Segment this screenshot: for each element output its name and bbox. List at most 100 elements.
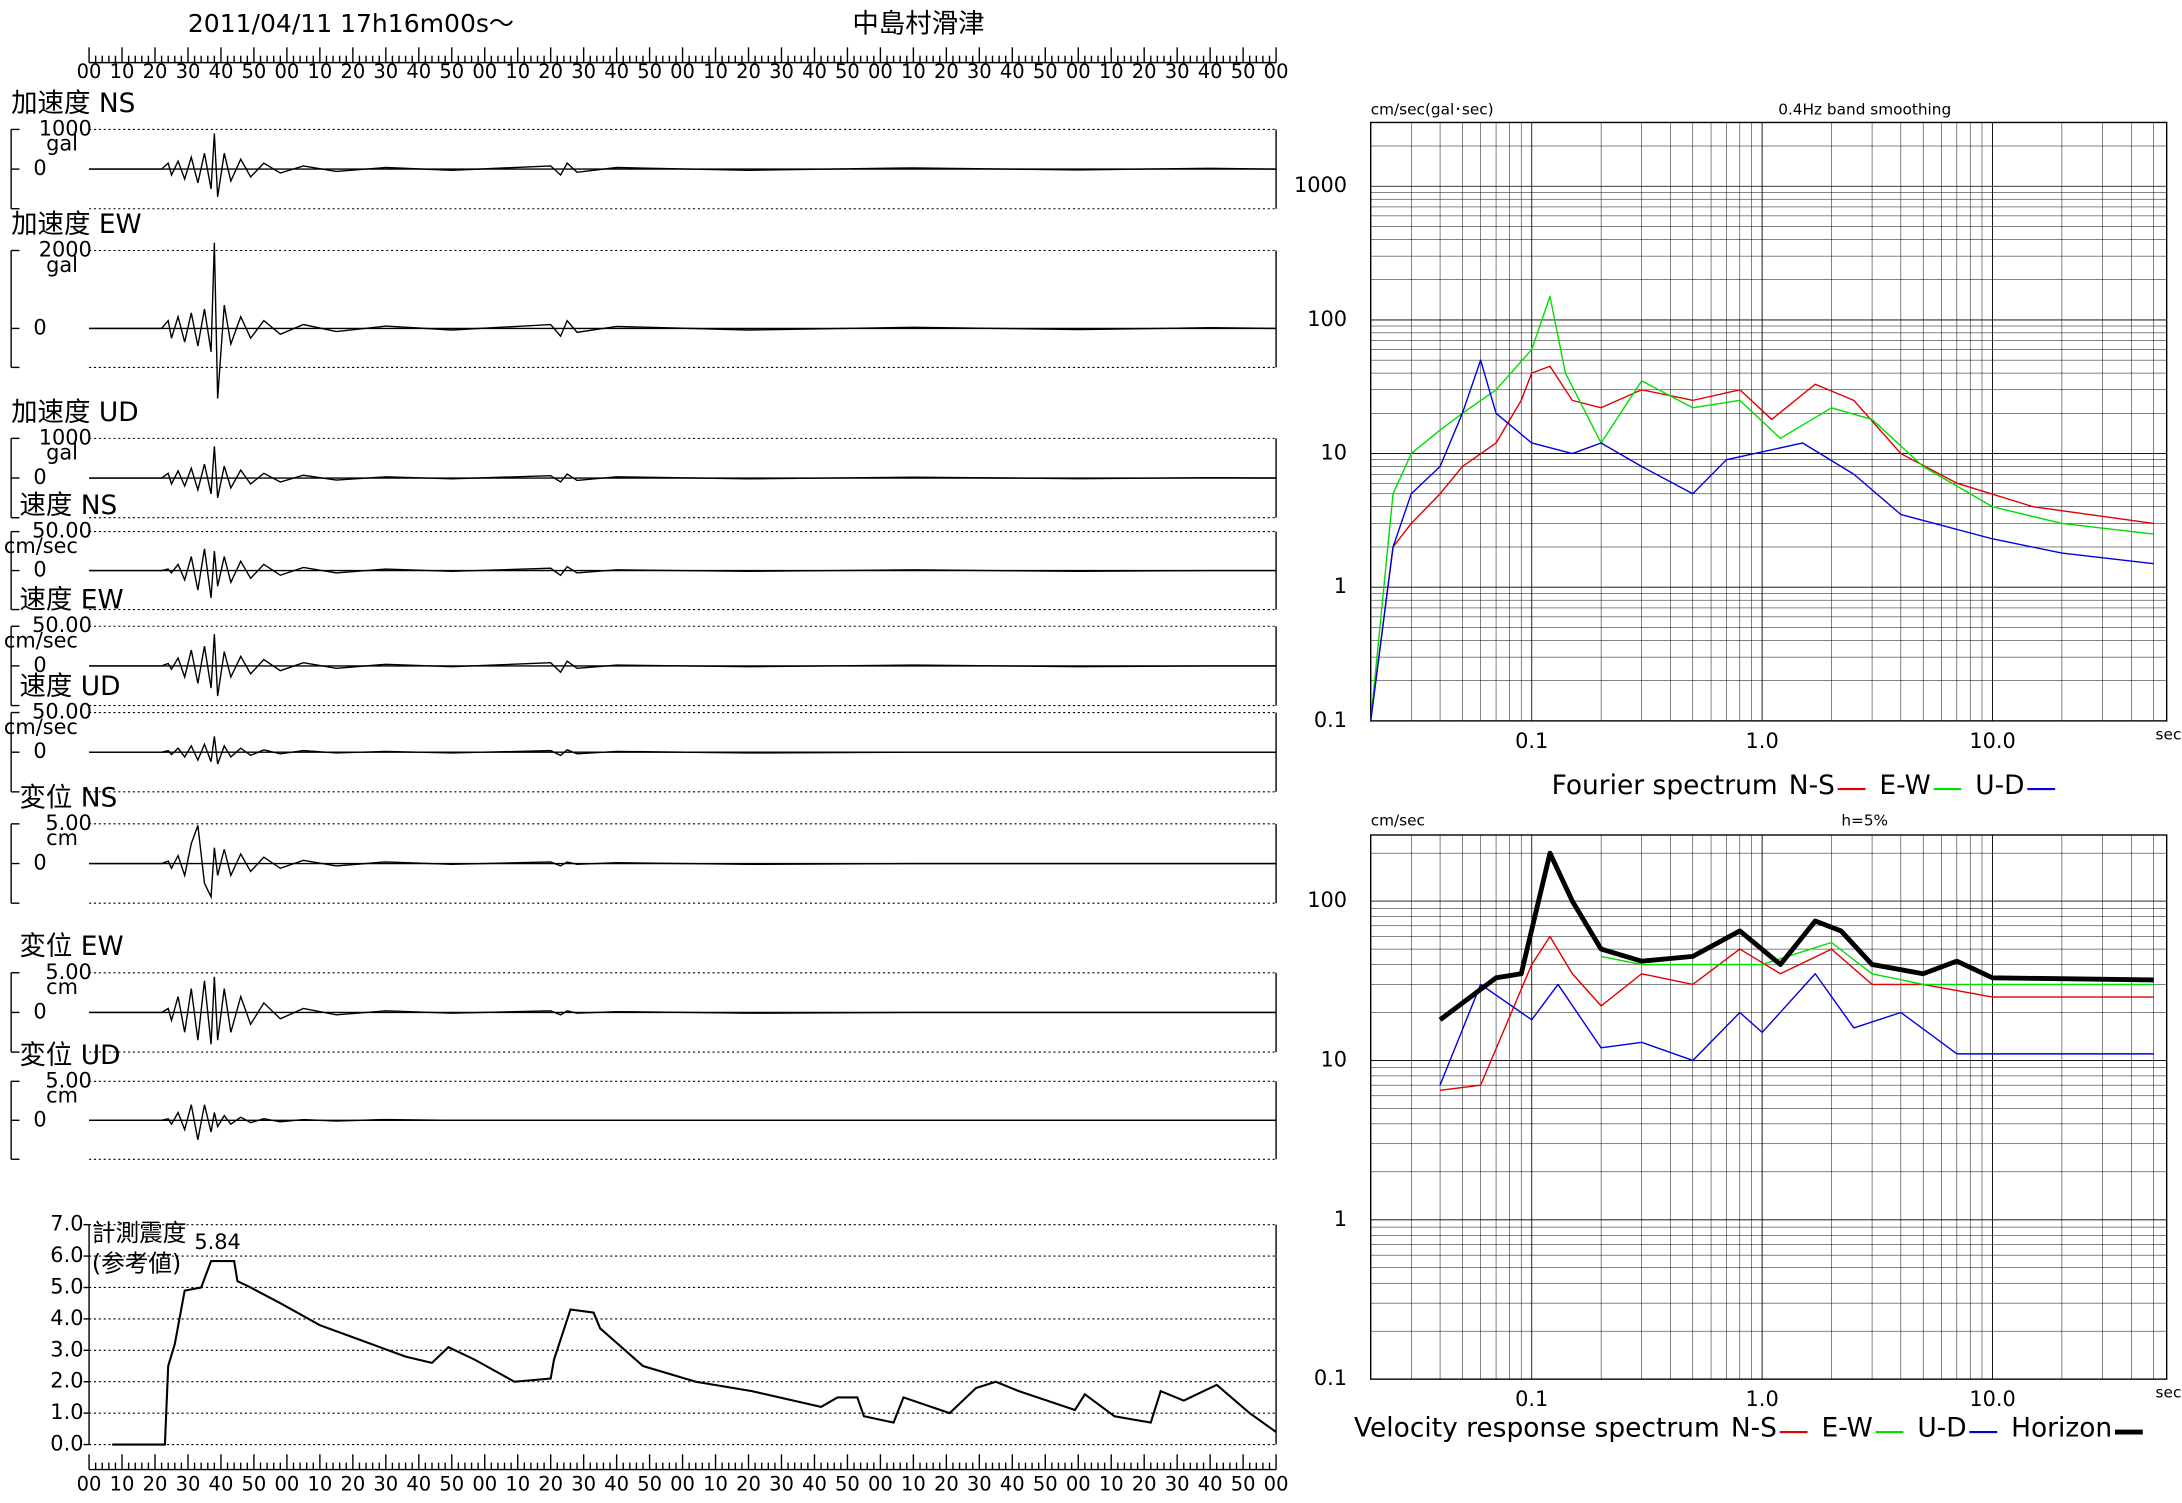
y-tick-label: 0.0 bbox=[50, 1432, 83, 1456]
x-tick-label: 10 bbox=[1099, 60, 1124, 83]
trace-label: 加速度 UD bbox=[11, 397, 138, 428]
waveform bbox=[89, 446, 1277, 499]
y-tick-label: 2.0 bbox=[50, 1369, 83, 1393]
y-tick-label: 2000 bbox=[39, 237, 92, 261]
y-tick-label: 1 bbox=[1334, 1207, 1347, 1231]
x-tick-label: 00 bbox=[77, 60, 102, 83]
x-tick-label: 20 bbox=[340, 60, 365, 83]
x-tick-label: 50 bbox=[1231, 60, 1256, 83]
y-tick-label: 1 bbox=[1334, 574, 1347, 598]
x-tick-label: 50 bbox=[835, 60, 860, 83]
y-tick-label: 1000 bbox=[39, 425, 92, 449]
y-tick-label: 0.1 bbox=[1314, 708, 1347, 732]
x-tick-label: 40 bbox=[209, 60, 234, 83]
y-axis-unit: cm/sec(gal･sec) bbox=[1371, 100, 1494, 118]
trace-label: 速度 EW bbox=[19, 585, 123, 616]
x-tick-label: 30 bbox=[571, 60, 596, 83]
x-tick-label: 10 bbox=[307, 1472, 332, 1495]
y-tick-label: 100 bbox=[1307, 307, 1347, 331]
x-tick-label: 40 bbox=[406, 60, 431, 83]
x-tick-label: 00 bbox=[1264, 60, 1289, 83]
legend-label: U-D bbox=[1917, 1413, 1966, 1444]
x-tick-label: 00 bbox=[670, 60, 695, 83]
spectrum-line bbox=[1370, 365, 2154, 721]
chart-subtitle: 0.4Hz band smoothing bbox=[1778, 100, 1951, 118]
x-tick-label: 10 bbox=[505, 60, 530, 83]
unit-label: gal bbox=[46, 441, 78, 465]
x-tick-label: 00 bbox=[1066, 60, 1091, 83]
x-tick-label: 20 bbox=[934, 60, 959, 83]
y-tick-label: 5.00 bbox=[45, 960, 91, 984]
x-tick-label: 20 bbox=[1132, 1472, 1157, 1495]
unit-label: cm bbox=[46, 826, 78, 850]
y-tick-label: 1000 bbox=[1294, 173, 1347, 197]
y-tick-label: 0 bbox=[33, 739, 46, 763]
x-tick-label: 00 bbox=[1264, 1472, 1289, 1495]
y-tick-label: 0 bbox=[33, 315, 46, 339]
x-tick-label: 20 bbox=[736, 1472, 761, 1495]
x-tick-label: 50 bbox=[242, 1472, 267, 1495]
x-tick-label: 40 bbox=[802, 1472, 827, 1495]
trace-label: 変位 NS bbox=[19, 782, 117, 813]
spectrum-line bbox=[1439, 973, 2154, 1086]
x-tick-label: 30 bbox=[176, 60, 201, 83]
spectrum-line bbox=[1438, 850, 2154, 1022]
x-tick-label: 50 bbox=[1033, 1472, 1058, 1495]
x-tick-label: 30 bbox=[769, 60, 794, 83]
x-tick-label: 50 bbox=[637, 60, 662, 83]
x-tick-label: 00 bbox=[472, 60, 497, 83]
x-tick-label: 40 bbox=[604, 1472, 629, 1495]
x-tick-label: 10 bbox=[307, 60, 332, 83]
spectrum-line bbox=[1370, 295, 2154, 721]
x-tick-label: 10 bbox=[703, 60, 728, 83]
legend-label: Horizon bbox=[2011, 1413, 2112, 1444]
legend-label: U-D bbox=[1975, 770, 2024, 801]
x-tick-label: 10 bbox=[110, 60, 135, 83]
x-tick-label: 10 bbox=[505, 1472, 530, 1495]
x-tick-label: 20 bbox=[538, 1472, 563, 1495]
legend-label: N-S bbox=[1789, 770, 1835, 801]
spectrum-line bbox=[1439, 935, 2154, 1091]
y-tick-label: 0 bbox=[33, 851, 46, 875]
x-tick-label: 10 bbox=[110, 1472, 135, 1495]
waveform bbox=[89, 825, 1277, 900]
chart-title: 計測震度 bbox=[92, 1219, 187, 1247]
x-tick-label: 30 bbox=[1165, 60, 1190, 83]
x-tick-label: 0.1 bbox=[1515, 1387, 1548, 1411]
y-tick-label: 0.1 bbox=[1314, 1366, 1347, 1390]
x-tick-label: 00 bbox=[1066, 1472, 1091, 1495]
intensity-line bbox=[112, 1260, 1277, 1446]
x-tick-label: 20 bbox=[934, 1472, 959, 1495]
y-tick-label: 10 bbox=[1321, 441, 1348, 465]
y-tick-label: 0 bbox=[33, 1107, 46, 1131]
record-time: 2011/04/11 17h16m00s～ bbox=[188, 9, 514, 38]
x-tick-label: 10.0 bbox=[1969, 1387, 2015, 1411]
waveform bbox=[89, 242, 1277, 399]
y-tick-label: 5.00 bbox=[45, 1068, 91, 1092]
x-tick-label: 00 bbox=[868, 60, 893, 83]
x-tick-label: 30 bbox=[1165, 1472, 1190, 1495]
y-tick-label: 4.0 bbox=[50, 1306, 83, 1330]
x-tick-label: 50 bbox=[835, 1472, 860, 1495]
x-tick-label: 00 bbox=[275, 1472, 300, 1495]
x-tick-label: 1.0 bbox=[1746, 1387, 1779, 1411]
x-tick-label: 40 bbox=[802, 60, 827, 83]
y-tick-label: 5.0 bbox=[50, 1274, 83, 1298]
y-axis-unit: cm/sec bbox=[1371, 812, 1425, 830]
waveform bbox=[89, 634, 1277, 697]
x-tick-label: 30 bbox=[373, 60, 398, 83]
legend-label: E-W bbox=[1879, 770, 1930, 801]
y-tick-label: 1000 bbox=[39, 116, 92, 140]
x-tick-label: 40 bbox=[1000, 1472, 1025, 1495]
trace-label: 変位 EW bbox=[19, 931, 123, 962]
y-tick-label: 50.00 bbox=[32, 613, 92, 637]
trace-label: 速度 UD bbox=[19, 671, 120, 702]
unit-label: gal bbox=[46, 253, 78, 277]
trace-label: 加速度 EW bbox=[11, 209, 142, 240]
unit-label: cm bbox=[46, 1084, 78, 1108]
x-tick-label: 50 bbox=[439, 1472, 464, 1495]
x-tick-label: 40 bbox=[604, 60, 629, 83]
x-tick-label: 00 bbox=[868, 1472, 893, 1495]
